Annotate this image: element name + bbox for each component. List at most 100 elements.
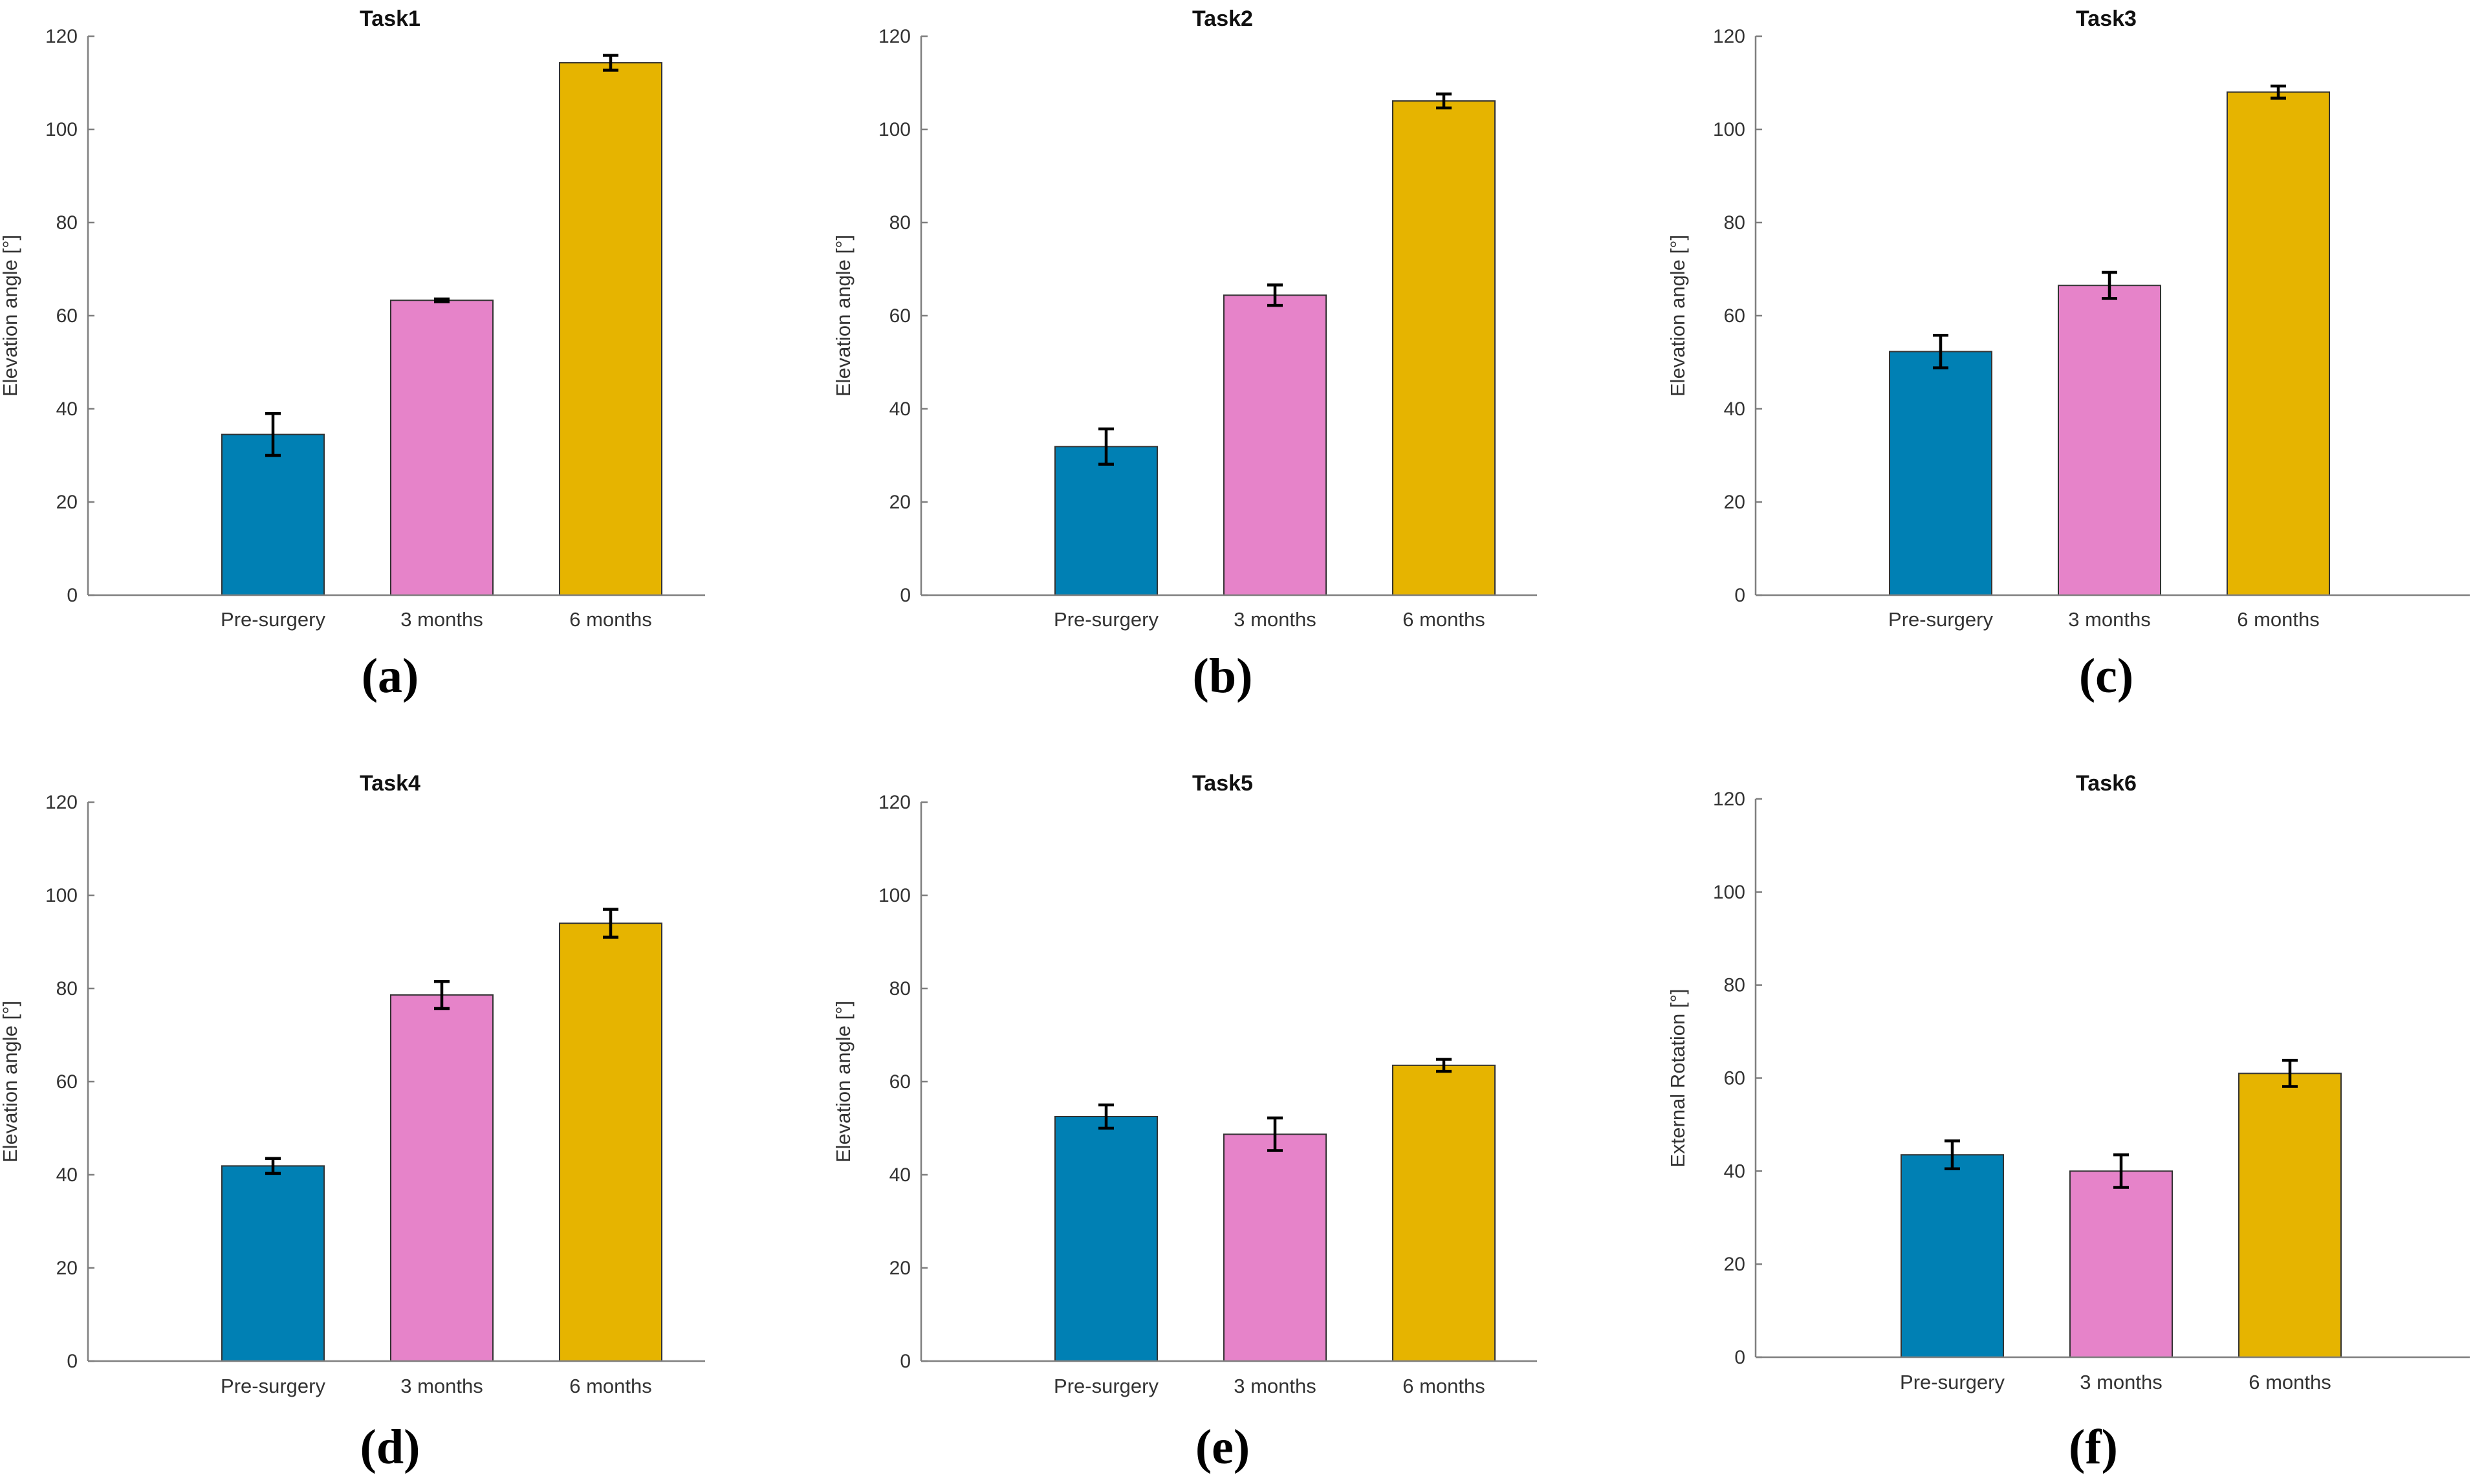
x-tick-label-3: 6 months: [569, 1375, 652, 1397]
y-tick-label: 120: [1713, 26, 1745, 47]
y-tick-label: 80: [1724, 975, 1745, 996]
error-bar-1: [265, 411, 281, 457]
chart-title: Task6: [2076, 771, 2137, 796]
y-tick-label: 80: [1724, 212, 1745, 234]
y-tick-label: 60: [1724, 305, 1745, 327]
error-bar-2: [2102, 270, 2117, 300]
panel-label: (c): [2079, 649, 2133, 703]
y-tick-label: 120: [878, 792, 911, 813]
y-axis-label: Elevation angle [°]: [832, 1001, 855, 1162]
y-tick-label: 60: [1724, 1068, 1745, 1089]
y-tick-label: 80: [56, 978, 78, 999]
x-tick-label-1: Pre-surgery: [1054, 1375, 1159, 1397]
x-tick-label-2: 3 months: [1234, 608, 1316, 631]
x-tick-label-3: 6 months: [1402, 1375, 1485, 1397]
y-axis-label: Elevation angle [°]: [832, 235, 855, 397]
chart-panel-2: Task2 Elevation angle [°] Pre-surgery 3 mon…: [832, 6, 1537, 703]
y-tick-label: 0: [67, 585, 78, 606]
error-bar-3: [1436, 1058, 1452, 1073]
error-bar-3: [1436, 93, 1452, 110]
bar-3: [559, 62, 662, 596]
y-tick-label: 20: [889, 492, 911, 513]
error-bar-1: [1098, 1103, 1114, 1130]
bar-2: [390, 300, 494, 596]
bar-2: [2058, 285, 2161, 596]
error-bar-2: [434, 979, 450, 1010]
error-bar-3: [2282, 1058, 2298, 1088]
y-tick-label: 0: [900, 1351, 911, 1372]
x-tick-label-3: 6 months: [569, 608, 652, 631]
bar-1: [1054, 1116, 1158, 1362]
x-tick-label-1: Pre-surgery: [1900, 1371, 2005, 1393]
panel-label: (b): [1193, 649, 1253, 703]
y-tick-label: 40: [56, 1164, 78, 1186]
bar-1: [1054, 446, 1158, 596]
panel-label: (d): [360, 1420, 420, 1474]
x-tick-label-2: 3 months: [2068, 608, 2151, 631]
y-tick-label: 120: [878, 26, 911, 47]
x-tick-label-2: 3 months: [400, 608, 483, 631]
x-tick-label-1: Pre-surgery: [221, 1375, 325, 1397]
y-tick-label: 20: [1724, 1254, 1745, 1275]
bar-3: [559, 922, 662, 1362]
y-tick-label: 100: [1713, 119, 1745, 140]
bar-2: [1223, 294, 1327, 596]
y-tick-label: 100: [1713, 882, 1745, 903]
bar-2: [2069, 1170, 2173, 1359]
bar-2: [1223, 1133, 1327, 1362]
y-tick-label: 0: [1734, 1347, 1745, 1368]
bar-3: [2238, 1073, 2342, 1359]
y-tick-label: 100: [878, 885, 911, 906]
error-bar-3: [603, 54, 618, 72]
x-tick-label-3: 6 months: [2249, 1371, 2331, 1393]
error-bar-1: [265, 1157, 281, 1175]
chart-title: Task3: [2076, 6, 2137, 31]
y-tick-label: 60: [56, 1071, 78, 1093]
y-tick-label: 100: [878, 119, 911, 140]
y-tick-label: 40: [889, 398, 911, 420]
y-tick-label: 60: [889, 1071, 911, 1093]
error-bar-3: [2271, 84, 2286, 100]
bar-1: [221, 433, 325, 596]
y-tick-label: 120: [1713, 789, 1745, 810]
y-axis-label: Elevation angle [°]: [0, 1001, 21, 1162]
y-tick-label: 80: [889, 212, 911, 234]
y-tick-label: 40: [56, 398, 78, 420]
y-axis-label: External Rotation [°]: [1666, 988, 1689, 1167]
chart-title: Task2: [1192, 6, 1253, 31]
y-tick-label: 80: [889, 978, 911, 999]
x-tick-label-2: 3 months: [400, 1375, 483, 1397]
x-tick-label-3: 6 months: [1402, 608, 1485, 631]
bar-1: [221, 1165, 325, 1362]
error-bar-1: [1945, 1139, 1960, 1170]
chart-title: Task5: [1192, 771, 1253, 796]
y-tick-label: 100: [45, 119, 78, 140]
x-tick-label-2: 3 months: [1234, 1375, 1316, 1397]
x-tick-label-1: Pre-surgery: [1054, 608, 1159, 631]
bar-1: [1901, 1154, 2004, 1358]
y-tick-label: 20: [1724, 492, 1745, 513]
error-bar-3: [603, 908, 618, 939]
panel-label: (f): [2069, 1420, 2118, 1474]
y-tick-label: 40: [889, 1164, 911, 1186]
y-tick-label: 120: [45, 792, 78, 813]
y-axis-label: Elevation angle [°]: [1666, 235, 1689, 397]
panel-label: (e): [1195, 1420, 1250, 1474]
y-tick-label: 100: [45, 885, 78, 906]
error-bar-2: [2113, 1153, 2129, 1189]
bar-3: [1392, 100, 1496, 596]
y-axis-label: Elevation angle [°]: [0, 235, 21, 397]
y-tick-label: 60: [56, 305, 78, 327]
y-tick-label: 0: [900, 585, 911, 606]
chart-panel-4: Task4 Elevation angle [°] Pre-surgery 3 mon…: [0, 771, 705, 1474]
y-tick-label: 20: [56, 1258, 78, 1279]
y-tick-label: 60: [889, 305, 911, 327]
y-tick-label: 0: [67, 1351, 78, 1372]
y-tick-label: 80: [56, 212, 78, 234]
bar-2: [390, 994, 494, 1362]
error-bar-2: [1267, 283, 1283, 307]
error-bar-2: [434, 297, 450, 303]
x-tick-label-3: 6 months: [2237, 608, 2320, 631]
panel-label: (a): [362, 649, 419, 703]
